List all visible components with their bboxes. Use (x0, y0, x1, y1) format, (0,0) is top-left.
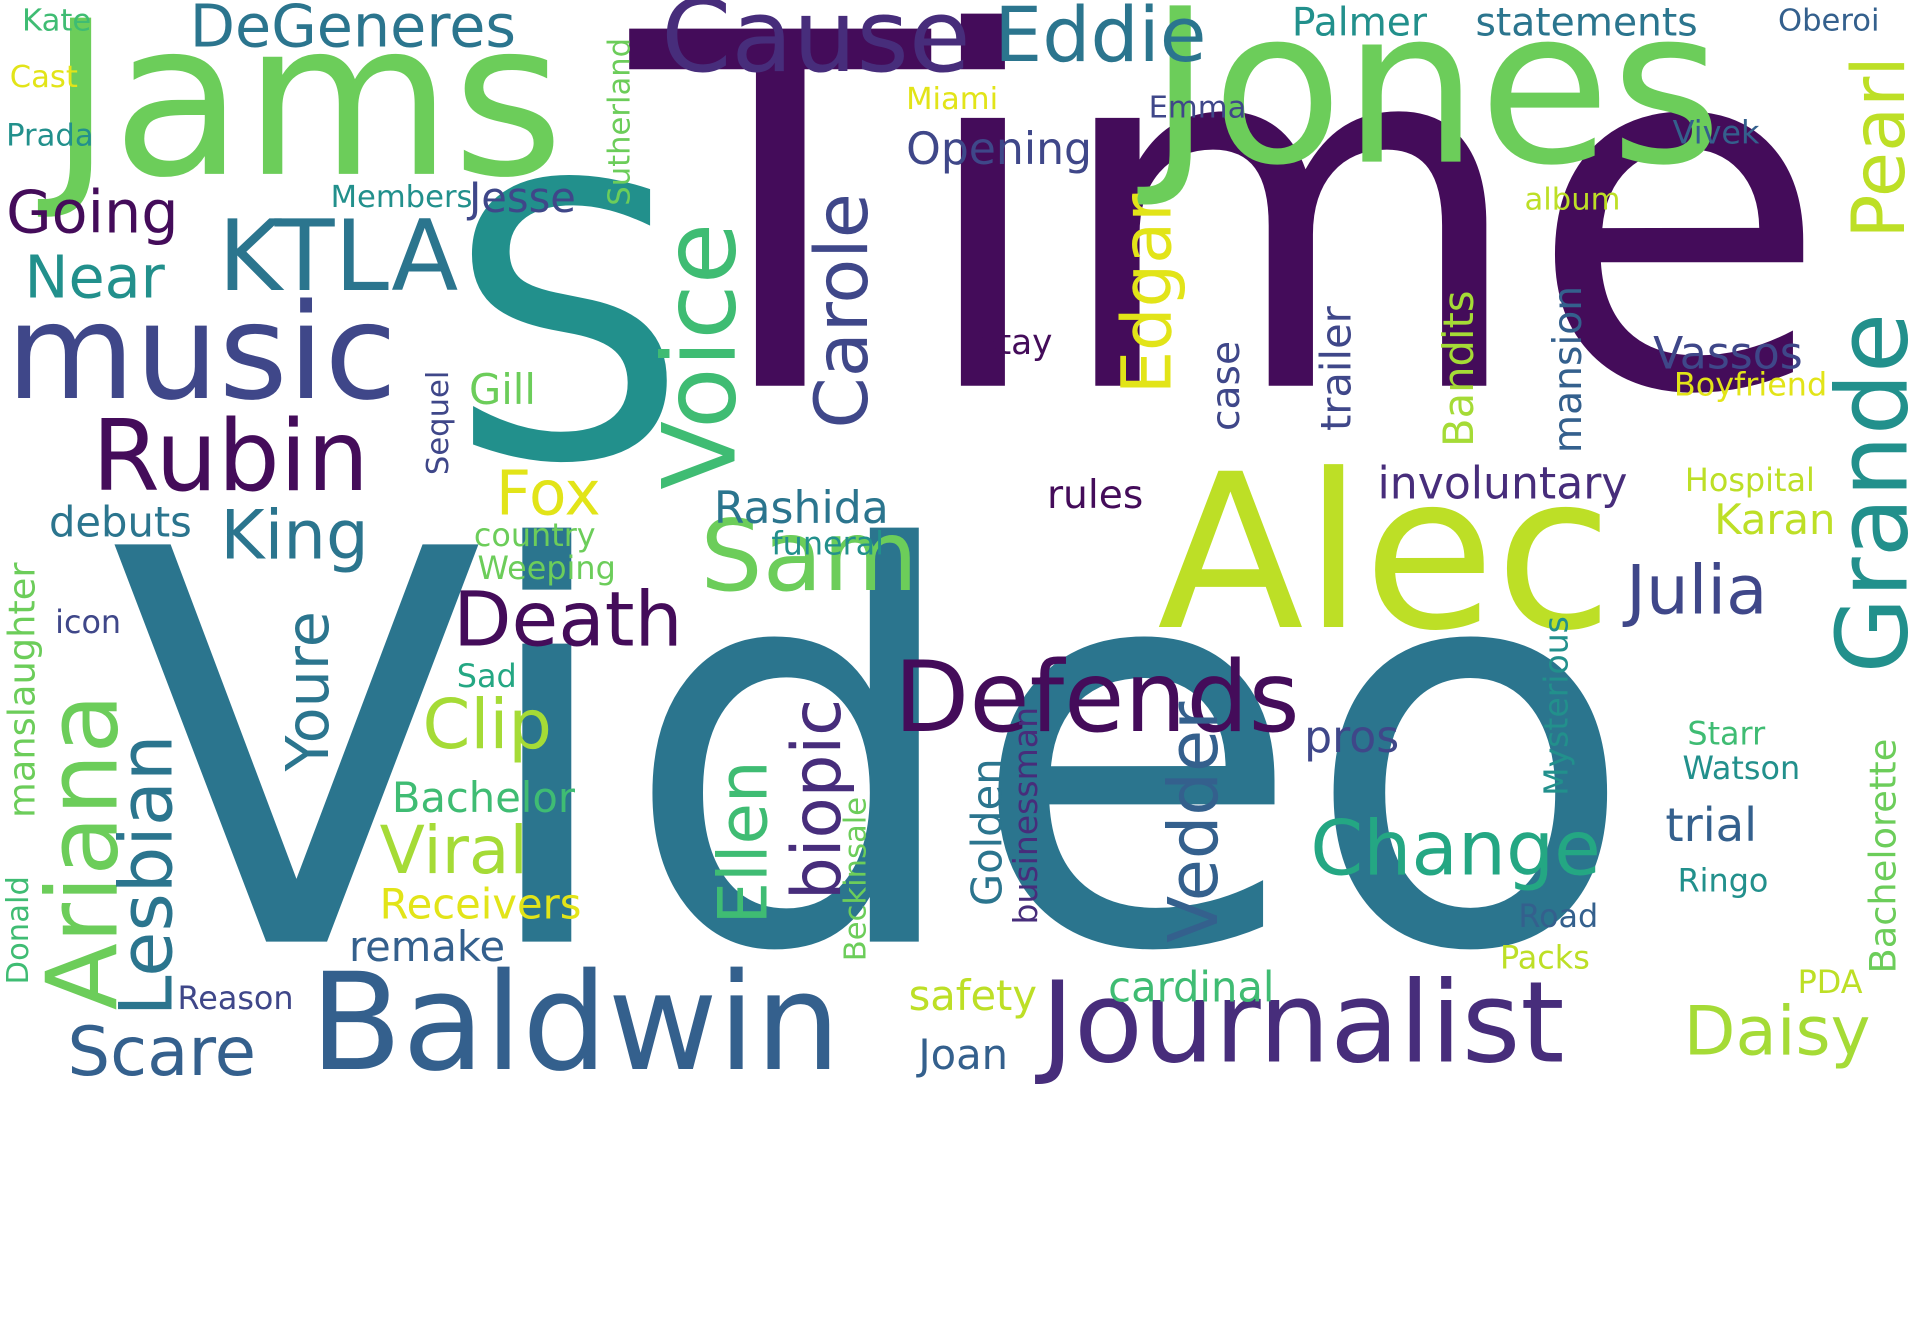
word-s: S (446, 105, 688, 548)
word-time: Time (630, 0, 1830, 503)
word-music: music (6, 276, 398, 430)
word-degeneres: DeGeneres (189, 0, 516, 62)
word-video: Video (110, 435, 1637, 1071)
word-scare: Scare (67, 1012, 257, 1092)
word-karan: Karan (1714, 495, 1836, 545)
word-road: Road (1518, 898, 1599, 936)
word-prada: Prada (6, 117, 94, 154)
word-hospital: Hospital (1684, 462, 1815, 500)
word-golden: Golden (963, 758, 1013, 907)
word-lesbian: Lesbian (104, 734, 190, 1017)
word-vivek: Vivek (1672, 115, 1760, 152)
word-oberoi: Oberoi (1777, 2, 1880, 38)
word-palmer: Palmer (1291, 0, 1428, 46)
word-jams: Jams (48, 0, 564, 226)
word-debuts: debuts (48, 498, 192, 548)
word-vassos: Vassos (1653, 329, 1803, 380)
word-country: country (473, 517, 596, 555)
word-manslaughter: manslaughter (1, 562, 45, 818)
word-pros: pros (1304, 712, 1400, 763)
word-going: Going (6, 178, 179, 248)
word-icon: icon (55, 604, 122, 642)
word-packs: Packs (1500, 940, 1590, 978)
word-jesse: Jesse (468, 173, 576, 223)
word-miami: Miami (906, 80, 999, 117)
word-death: Death (453, 574, 683, 664)
word-sequel: Sequel (420, 370, 456, 476)
word-starr: Starr (1687, 716, 1766, 754)
word-case: case (1202, 340, 1249, 432)
word-receivers: Receivers (379, 880, 582, 930)
word-kate: Kate (22, 2, 92, 38)
word-change: Change (1310, 803, 1601, 893)
word-boyfriend: Boyfriend (1673, 367, 1828, 405)
word-mysterious: Mysterious (1537, 616, 1576, 796)
word-sam: Sam (700, 499, 919, 614)
word-jones: Jones (1148, 0, 1723, 214)
word-near: Near (24, 243, 165, 313)
word-king: King (220, 495, 369, 575)
word-alec: Alec (1157, 429, 1613, 679)
word-safety: safety (908, 972, 1038, 1022)
word-emma: Emma (1148, 89, 1247, 125)
word-cast: Cast (9, 58, 78, 95)
word-journalist: Journalist (1040, 957, 1565, 1089)
word-sad: Sad (456, 658, 517, 696)
word-remake: remake (348, 923, 506, 973)
word-trial: trial (1665, 798, 1758, 853)
word-reason: Reason (177, 980, 294, 1018)
word-ktla: KTLA (217, 199, 459, 314)
word-stay: Stay (975, 322, 1053, 363)
word-baldwin: Baldwin (309, 944, 841, 1101)
word-watson: Watson (1682, 750, 1801, 788)
word-opening: Opening (906, 124, 1093, 176)
word-album: album (1524, 181, 1621, 217)
word-bandits: Bandits (1435, 290, 1485, 447)
word-pda: PDA (1797, 964, 1863, 1002)
word-funeral: funeral (771, 526, 885, 564)
word-youre: Youre (274, 611, 343, 772)
word-pearl: Pearl (1836, 56, 1920, 239)
word-grande: Grande (1815, 312, 1920, 674)
word-voice: Voice (642, 222, 760, 490)
word-rules: rules (1046, 471, 1144, 518)
word-donald: Donald (0, 876, 36, 985)
word-involuntary: involuntary (1377, 459, 1628, 510)
word-cause: Cause (661, 0, 971, 96)
word-carole: Carole (799, 193, 886, 429)
word-bachelor: Bachelor (391, 773, 575, 823)
word-viral: Viral (379, 811, 528, 889)
word-beckinsale: Beckinsale (837, 796, 874, 962)
word-edgar: Edgar (1108, 193, 1188, 395)
word-defends: Defends (893, 640, 1300, 755)
word-rubin: Rubin (91, 399, 370, 514)
word-statements: statements (1475, 0, 1698, 46)
word-sutherland: Sutherland (601, 37, 637, 206)
word-eddie: Eddie (994, 0, 1207, 80)
word-daisy: Daisy (1683, 991, 1871, 1071)
word-bachelorette: Bachelorette (1862, 738, 1906, 974)
word-weeping: Weeping (477, 551, 616, 588)
word-fox: Fox (495, 457, 601, 529)
word-ellen: Ellen (704, 760, 783, 925)
word-trailer: trailer (1312, 306, 1362, 432)
word-julia: Julia (1626, 551, 1768, 630)
word-businessman: businessman (1007, 706, 1046, 925)
word-members: Members (330, 178, 473, 215)
word-joan: Joan (918, 1031, 1009, 1081)
word-vedder: Vedder (1154, 701, 1235, 943)
word-cardinal: cardinal (1108, 963, 1275, 1013)
word-rashida: Rashida (713, 483, 889, 534)
word-mansion: mansion (1544, 285, 1591, 454)
word-ringo: Ringo (1677, 863, 1769, 901)
word-gill: Gill (468, 366, 536, 416)
word-clip: Clip (422, 685, 552, 766)
